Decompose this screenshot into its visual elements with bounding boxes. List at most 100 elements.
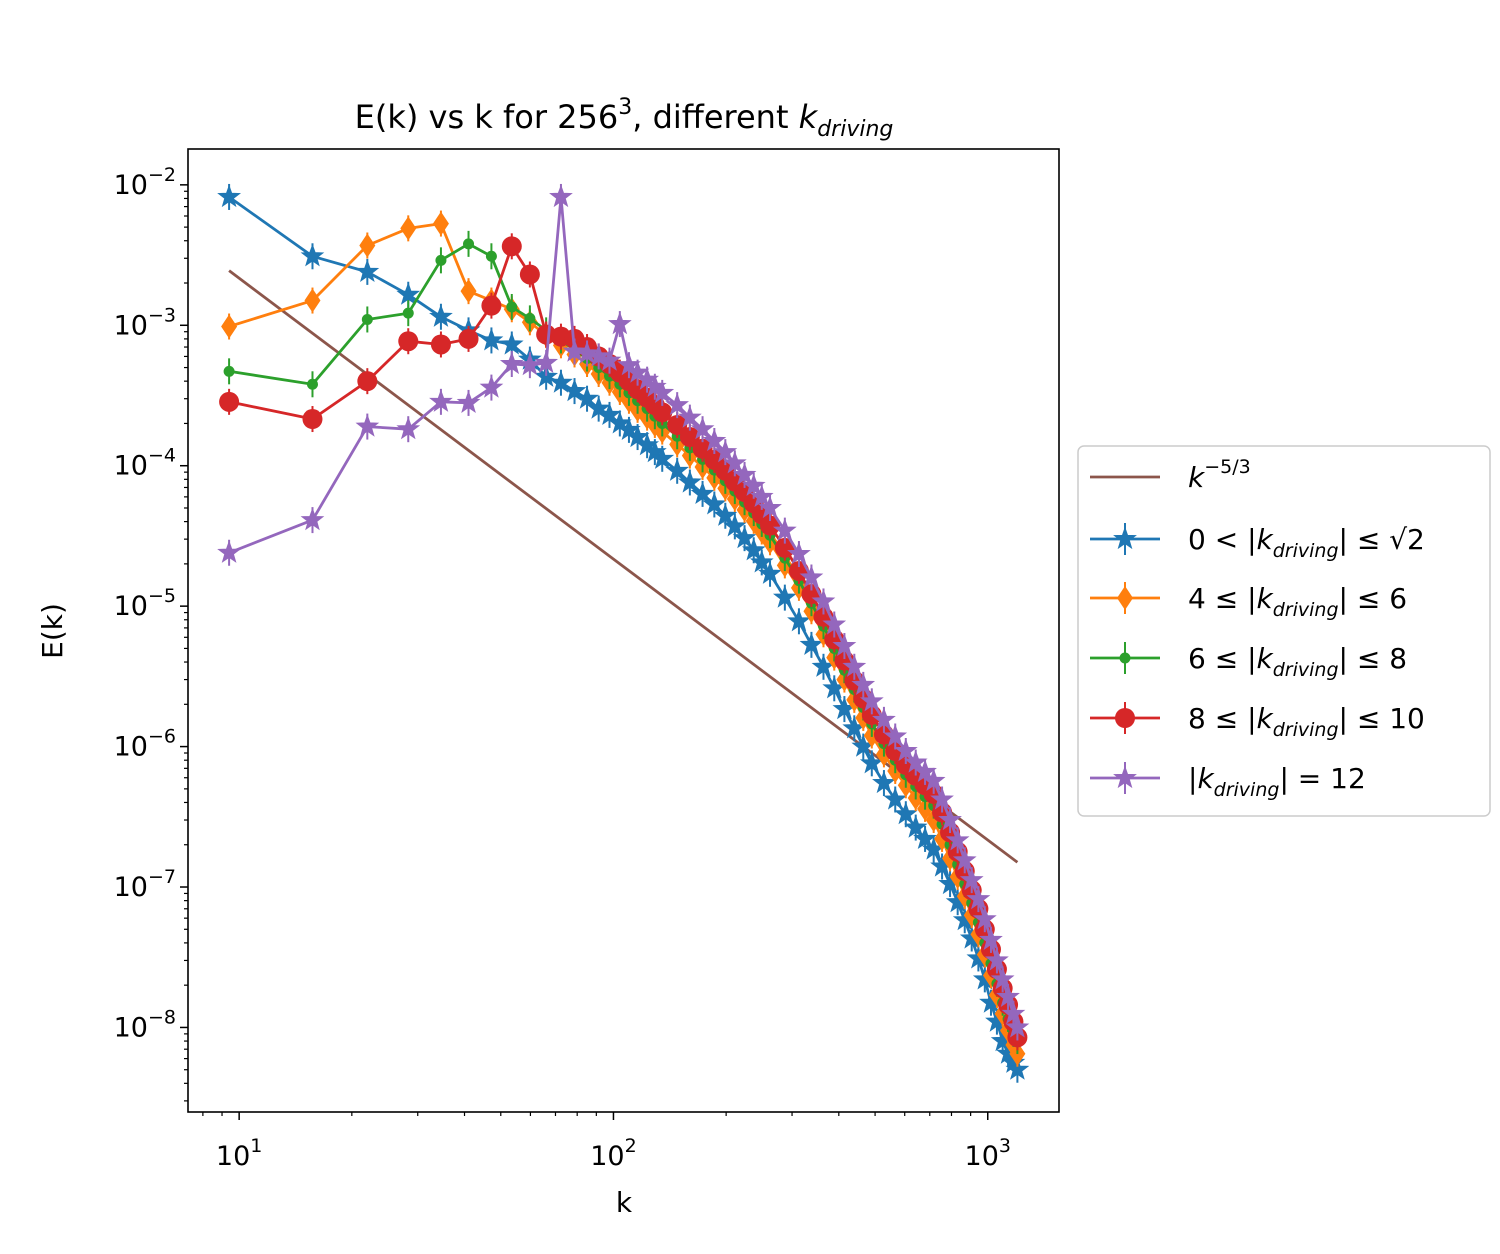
- data-point: [772, 585, 797, 608]
- data-point: [396, 282, 421, 305]
- data-point: [952, 847, 977, 871]
- data-point: [608, 311, 632, 335]
- data-point: [872, 770, 896, 794]
- legend-label: 4 ≤ |kdriving| ≤ 6: [1188, 582, 1407, 621]
- data-point: [429, 389, 453, 412]
- series-layer: [217, 183, 1030, 1083]
- data-point: [597, 348, 622, 371]
- data-point: [758, 495, 782, 519]
- data-point: [562, 378, 587, 402]
- legend-label: |kdriving| = 12: [1188, 762, 1366, 801]
- legend: k−5/3 0 < |kdriving| ≤ √2 4 ≤ |kdriving| ≤…: [1077, 445, 1491, 817]
- plot-frame: [187, 148, 1060, 1113]
- data-point: [575, 386, 599, 409]
- data-point: [893, 801, 918, 825]
- y-axis-label: E(k): [36, 603, 69, 659]
- data-point: [435, 254, 447, 266]
- data-point: [972, 906, 997, 930]
- data-point: [456, 390, 481, 413]
- data-point: [355, 414, 380, 437]
- data-point: [306, 378, 318, 390]
- data-point: [799, 632, 824, 656]
- data-point: [667, 414, 688, 435]
- data-point: [361, 313, 373, 325]
- data-point: [398, 331, 419, 352]
- data-point: [722, 513, 747, 537]
- data-point: [463, 238, 475, 250]
- data-point: [787, 608, 811, 632]
- data-point: [938, 807, 962, 831]
- data-point: [429, 304, 453, 327]
- y-tick-label: 10−8: [114, 1006, 176, 1043]
- data-point: [1117, 586, 1133, 610]
- data-point: [304, 288, 321, 313]
- x-axis-label: k: [616, 1186, 633, 1219]
- y-tick-label: 10−3: [114, 304, 176, 341]
- y-tick-label: 10−2: [114, 164, 176, 201]
- data-point: [702, 491, 727, 515]
- data-point: [677, 405, 702, 428]
- data-point: [1119, 652, 1131, 664]
- data-point: [400, 216, 417, 241]
- data-point: [921, 768, 946, 791]
- data-point: [524, 312, 536, 324]
- legend-label: 8 ≤ |kdriving| ≤ 10: [1188, 702, 1425, 741]
- data-point: [1113, 526, 1137, 550]
- data-point: [772, 518, 797, 541]
- data-point: [1005, 1015, 1030, 1038]
- data-point: [760, 515, 781, 536]
- data-point: [460, 279, 477, 304]
- series-0: [217, 183, 1030, 1083]
- y-tick-label: 10−7: [114, 866, 176, 903]
- x-tick-label: 103: [965, 1135, 1011, 1172]
- data-point: [665, 392, 689, 416]
- data-point: [690, 416, 715, 440]
- data-point: [223, 365, 235, 377]
- data-point: [300, 507, 325, 531]
- data-point: [650, 446, 675, 469]
- data-point: [1005, 1057, 1030, 1080]
- data-point: [679, 427, 700, 448]
- data-point: [985, 947, 1009, 971]
- data-point: [690, 481, 715, 505]
- legend-label: 6 ≤ |kdriving| ≤ 8: [1188, 642, 1407, 681]
- y-tick-label: 10−4: [114, 445, 176, 482]
- data-point: [519, 264, 540, 285]
- data-point: [479, 327, 504, 351]
- data-point: [396, 416, 421, 440]
- data-point: [677, 470, 702, 493]
- data-point: [221, 314, 238, 339]
- data-point: [1113, 765, 1137, 789]
- data-point: [518, 352, 542, 376]
- data-point: [217, 540, 242, 563]
- legend-label: k−5/3: [1188, 456, 1251, 494]
- data-point: [485, 250, 497, 262]
- plot-area: [187, 148, 1060, 1113]
- data-point: [458, 328, 479, 349]
- data-point: [930, 787, 954, 810]
- series-line: [228, 222, 1019, 1055]
- data-point: [549, 184, 573, 208]
- data-point: [822, 612, 847, 635]
- data-point: [402, 307, 414, 319]
- data-point: [749, 484, 774, 508]
- data-point: [883, 724, 908, 747]
- legend-box: [1077, 445, 1491, 817]
- data-point: [842, 654, 867, 677]
- data-point: [811, 589, 836, 612]
- data-point: [913, 826, 937, 850]
- data-point: [774, 537, 795, 558]
- data-point: [722, 450, 747, 474]
- data-point: [499, 351, 524, 375]
- data-point: [534, 350, 558, 374]
- data-point: [741, 473, 766, 496]
- data-point: [883, 787, 908, 810]
- data-point: [432, 211, 449, 236]
- x-tick-label: 102: [590, 1135, 636, 1172]
- data-point: [430, 334, 451, 355]
- data-point: [549, 370, 573, 393]
- data-point: [1001, 1001, 1026, 1024]
- data-point: [859, 688, 884, 712]
